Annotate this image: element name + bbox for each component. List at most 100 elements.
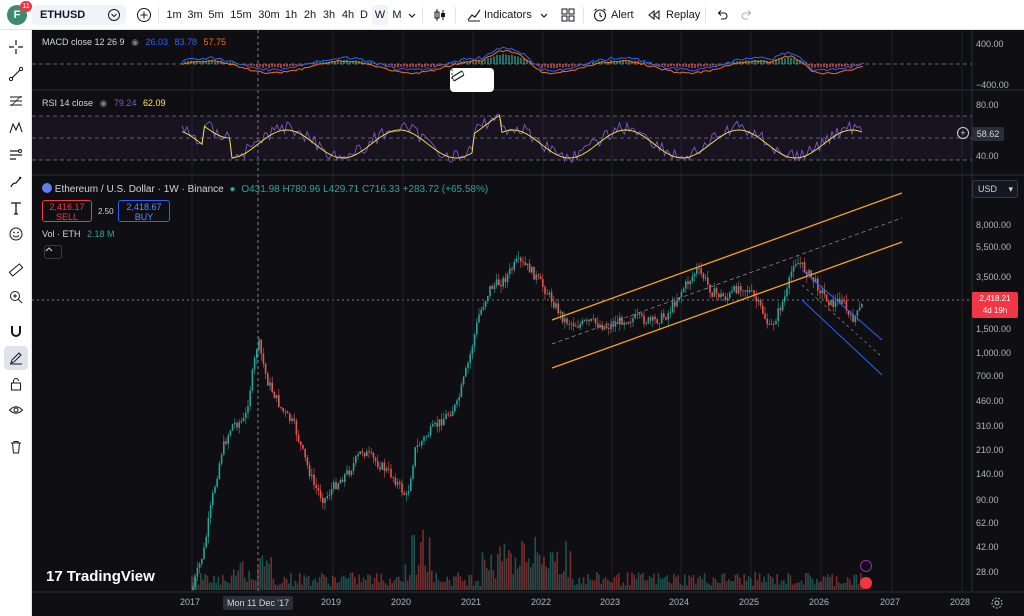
undo-icon[interactable] <box>713 5 731 25</box>
redo-icon[interactable] <box>738 5 756 25</box>
interval-5m[interactable]: 5m <box>208 9 224 21</box>
rsi-axis-top: 80.00 <box>976 100 999 110</box>
candle-body <box>506 274 509 283</box>
candle-body <box>500 284 502 287</box>
candle-body <box>484 301 487 308</box>
volume-bar <box>776 574 778 590</box>
rsi-legend[interactable]: RSI 14 close ◉ 79.24 62.09 <box>42 98 166 109</box>
interval-2h[interactable]: 2h <box>303 9 317 21</box>
candle-body <box>531 266 533 273</box>
eye-toggle-icon[interactable]: ◉ <box>131 37 139 47</box>
candle-body <box>643 315 645 324</box>
volume-bar <box>677 575 679 590</box>
lock-icon[interactable] <box>4 372 28 396</box>
macd-legend[interactable]: MACD close 12 26 9 ◉ 26.03 83.78 57.75 <box>42 37 226 48</box>
candle-body <box>471 346 474 355</box>
volume-bar <box>197 584 200 590</box>
alert-button[interactable]: Alert <box>611 9 634 21</box>
chart-canvas[interactable] <box>32 30 1024 616</box>
volume-bar <box>732 580 734 590</box>
interval-3h[interactable]: 3h <box>322 9 336 21</box>
economic-event-flag-icon[interactable] <box>860 577 872 589</box>
macd-value-2: 83.78 <box>174 37 198 47</box>
chevron-up-icon <box>45 247 53 252</box>
emoji-icon[interactable] <box>4 222 28 246</box>
indicators-button[interactable]: Indicators <box>484 9 532 21</box>
replay-button[interactable]: Replay <box>666 9 701 21</box>
volume-bar <box>206 575 209 590</box>
trend-line-icon[interactable] <box>4 62 28 86</box>
interval-30m[interactable]: 30m <box>258 9 280 21</box>
dividend-event-icon[interactable] <box>860 560 872 572</box>
interval-15m[interactable]: 15m <box>230 9 252 21</box>
alert-icon[interactable] <box>590 5 610 25</box>
pattern-icon[interactable] <box>4 116 28 140</box>
interval-d[interactable]: D <box>360 9 368 21</box>
position-icon[interactable] <box>4 143 28 167</box>
macd-histogram-bar <box>841 64 843 67</box>
candle-body <box>663 313 665 318</box>
candle-body <box>498 279 500 285</box>
drawings <box>551 192 903 376</box>
volume-legend[interactable]: Vol · ETH 2.18 M <box>42 229 115 239</box>
volume-bar <box>758 573 761 590</box>
trash-icon[interactable] <box>4 435 28 459</box>
compare-icon[interactable] <box>107 8 121 25</box>
brush-icon[interactable] <box>4 170 28 194</box>
interval-1m[interactable]: 1m <box>166 9 182 21</box>
ruler-icon[interactable] <box>4 258 28 282</box>
volume-bar <box>281 583 283 590</box>
volume-bar <box>642 572 644 590</box>
interval-w[interactable]: W <box>372 5 388 25</box>
replay-icon[interactable] <box>646 5 662 25</box>
time-axis-label: 2022 <box>531 597 552 607</box>
eye-icon[interactable] <box>4 398 28 422</box>
collapse-legend-button[interactable] <box>44 245 62 259</box>
macd-histogram-bar <box>271 64 273 68</box>
text-icon[interactable] <box>4 196 28 220</box>
interval-m[interactable]: M <box>392 9 402 21</box>
main-legend[interactable]: Ethereum / U.S. Dollar · 1W · Binance ● … <box>42 183 488 195</box>
interval-1h[interactable]: 1h <box>284 9 298 21</box>
price-axis-label: 42.00 <box>976 542 999 552</box>
add-symbol-icon[interactable] <box>134 5 154 25</box>
layout-grid-icon[interactable] <box>558 5 578 25</box>
candle-body <box>625 322 628 324</box>
eye-toggle-icon[interactable]: ◉ <box>99 98 108 108</box>
candle-body <box>779 308 782 311</box>
drawing-mode-icon[interactable] <box>4 346 28 370</box>
interval-4h[interactable]: 4h <box>341 9 355 21</box>
add-alert-plus-icon[interactable]: + <box>957 127 969 139</box>
macd-histogram-bar <box>280 64 282 69</box>
interval-dropdown-icon[interactable] <box>406 5 418 25</box>
signal-line <box>181 49 864 75</box>
volume-bar <box>578 577 580 590</box>
sell-button[interactable]: 2,416.17 SELL <box>42 200 92 222</box>
symbol-search[interactable]: ETHUSD <box>32 5 126 25</box>
volume-bar <box>373 577 376 590</box>
interval-3m[interactable]: 3m <box>187 9 203 21</box>
zoom-in-icon[interactable] <box>4 285 28 309</box>
candle-body <box>311 474 313 477</box>
currency-selector[interactable]: USD ▾ <box>972 180 1018 198</box>
fib-retracement-icon[interactable] <box>4 89 28 113</box>
volume-bar <box>424 565 426 590</box>
indicators-icon[interactable] <box>464 5 484 25</box>
indicators-dropdown-icon[interactable] <box>538 5 550 25</box>
candle-body <box>575 326 577 327</box>
volume-bar <box>268 563 270 590</box>
candle-body <box>480 309 482 315</box>
gear-icon[interactable] <box>990 596 1004 610</box>
chart-area[interactable]: MACD close 12 26 9 ◉ 26.03 83.78 57.75 4… <box>32 30 1024 616</box>
magnet-icon[interactable] <box>4 319 28 343</box>
candles-icon[interactable] <box>430 5 450 25</box>
candle-body <box>267 373 269 386</box>
floating-drawing-toolbar[interactable] <box>450 68 494 92</box>
crosshair-icon[interactable] <box>4 35 28 59</box>
macd-value-1: 26.03 <box>145 37 168 47</box>
macd-histogram-bar <box>688 64 690 68</box>
buy-button[interactable]: 2,418.67 BUY <box>118 200 170 222</box>
candle-body <box>861 304 863 308</box>
volume-bar <box>829 576 831 590</box>
macd-histogram-bar <box>559 64 561 67</box>
